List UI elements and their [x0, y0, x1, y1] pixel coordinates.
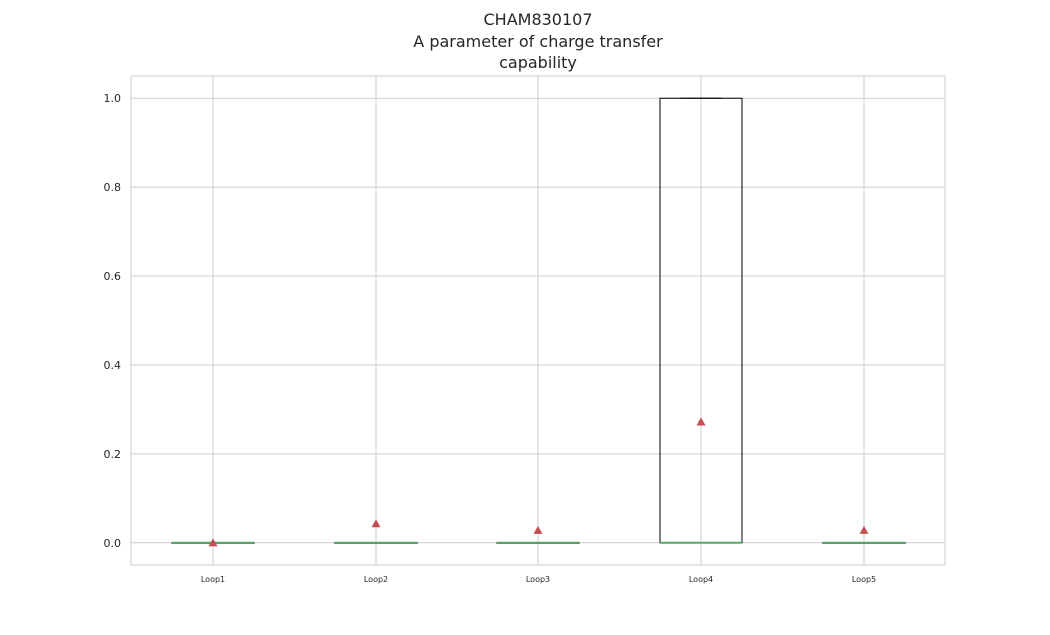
x-tick-label: Loop4 [689, 575, 713, 584]
mean-marker [533, 525, 543, 534]
mean-marker [371, 519, 381, 528]
title-line-2: A parameter of charge transfer [413, 32, 663, 51]
y-tick-label: 0.4 [104, 359, 122, 372]
mean-marker [859, 525, 869, 534]
title-line-1: CHAM830107 [483, 10, 592, 29]
gridlines [131, 76, 945, 565]
mean-marker [208, 538, 218, 547]
box-loop2 [334, 519, 418, 544]
box-loop3 [496, 525, 580, 544]
box-loop1 [171, 538, 255, 547]
x-tick-labels: Loop1 Loop2 Loop3 Loop4 Loop5 [201, 575, 876, 584]
chart-title: CHAM830107 A parameter of charge transfe… [413, 10, 663, 72]
title-line-3: capability [499, 53, 577, 72]
boxes [171, 97, 906, 547]
y-tick-label: 0.0 [104, 537, 122, 550]
y-tick-label: 1.0 [104, 92, 122, 105]
x-tick-label: Loop3 [526, 575, 550, 584]
mean-marker [696, 417, 706, 426]
x-tick-label: Loop1 [201, 575, 225, 584]
box-loop4 [659, 97, 743, 544]
x-tick-label: Loop5 [852, 575, 876, 584]
y-tick-label: 0.2 [104, 448, 122, 461]
y-tick-label: 0.8 [104, 181, 122, 194]
x-tick-label: Loop2 [364, 575, 388, 584]
y-tick-labels: 0.0 0.2 0.4 0.6 0.8 1.0 [104, 92, 122, 550]
plot-frame [130, 75, 946, 566]
y-tick-label: 0.6 [104, 270, 122, 283]
box-loop5 [822, 525, 906, 544]
